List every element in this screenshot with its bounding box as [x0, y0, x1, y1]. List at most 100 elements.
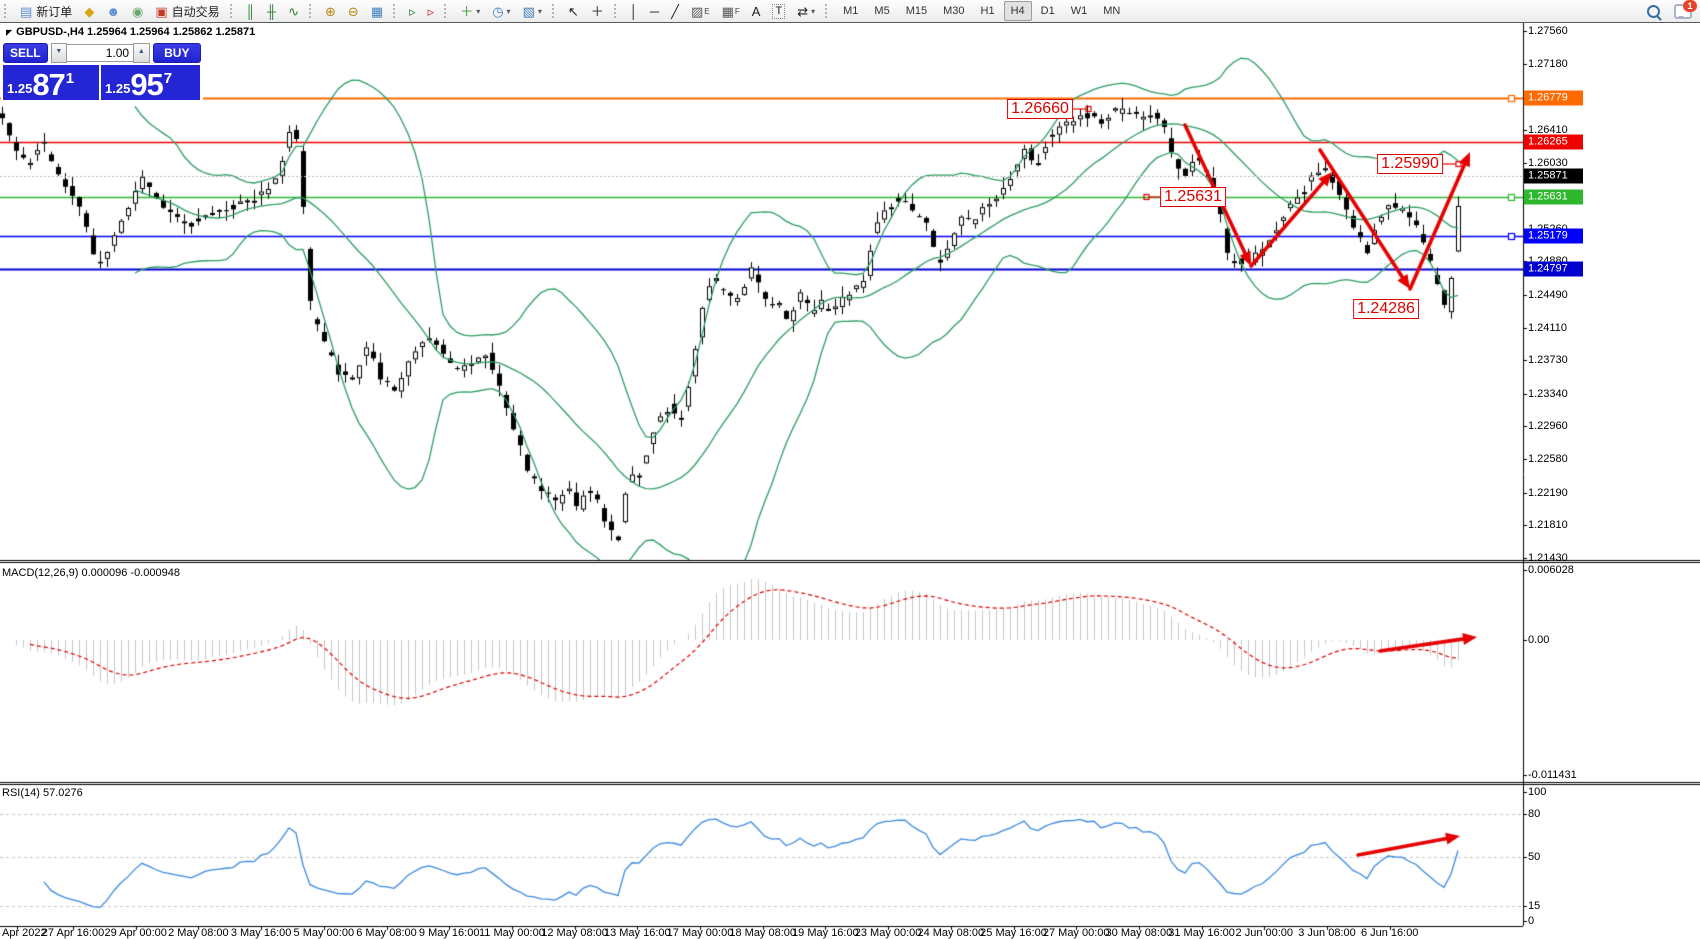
chart-title-icon: ◤	[6, 28, 13, 37]
zoom-out-icon: ⊖	[347, 3, 359, 19]
price-tag: 1.24797	[1524, 261, 1583, 277]
indicators-icon: ＋	[460, 3, 474, 19]
price-annotation[interactable]: 1.24286	[1353, 299, 1419, 319]
time-axis-label: 2 Jun 00:00	[1235, 927, 1294, 939]
time-axis-label: 17 May 00:00	[666, 927, 734, 939]
price-tag: 1.25179	[1524, 228, 1583, 244]
price-axis-label: 1.21430	[1528, 552, 1568, 564]
toolbar-grip	[309, 4, 316, 18]
candlestick-chart-icon[interactable]: ╫	[262, 0, 281, 22]
buy-price[interactable]: 1.25 95 7	[101, 65, 200, 100]
trendline-tool-icon[interactable]: ╱	[666, 0, 684, 22]
cursor-icon[interactable]: ↖	[563, 0, 584, 22]
volume-input[interactable]	[67, 44, 134, 62]
new-order-button[interactable]: ▤ 新订单	[15, 0, 77, 22]
equidistant-channel-icon-sub: E	[704, 6, 710, 16]
autotrade-button-label: 自动交易	[171, 4, 220, 19]
signals-icon: ◉	[132, 3, 144, 19]
price-annotation[interactable]: 1.25631	[1160, 187, 1226, 207]
zoom-out-icon[interactable]: ⊖	[343, 0, 364, 22]
sell-button[interactable]: SELL	[3, 43, 48, 63]
volume-down-button[interactable]: ▼	[50, 43, 68, 63]
macd-axis-label: 0.006028	[1528, 564, 1574, 576]
sell-price[interactable]: 1.25 87 1	[3, 65, 99, 100]
timeframe-m1[interactable]: M1	[843, 5, 859, 17]
toolbar-grip	[551, 4, 559, 18]
timeframe-h4[interactable]: H4	[1003, 1, 1032, 21]
zoom-in-icon: ⊕	[325, 3, 336, 19]
price-tag: 1.26265	[1524, 134, 1583, 150]
chart-shift-icon[interactable]: ▹	[423, 0, 440, 22]
chart-title-text: GBPUSD-,H4 1.25964 1.25964 1.25862 1.258…	[16, 26, 256, 38]
text-tool-icon[interactable]: A	[747, 0, 766, 22]
chart-title: ◤ GBPUSD-,H4 1.25964 1.25964 1.25862 1.25…	[6, 26, 255, 38]
price-axis-label: 1.23340	[1528, 387, 1568, 400]
time-axis-label: 3 May 16:00	[230, 927, 292, 939]
buy-button[interactable]: BUY	[152, 43, 202, 63]
timeframe-w1[interactable]: W1	[1070, 5, 1088, 17]
timeframe-m30[interactable]: M30	[943, 5, 965, 17]
autotrade-button[interactable]: ▣ 自动交易	[150, 0, 224, 22]
price-axis-label: 1.26030	[1528, 156, 1568, 169]
price-axis-label: 1.27560	[1528, 25, 1568, 37]
label-tool-icon[interactable]: T	[767, 0, 790, 22]
bar-chart-icon[interactable]: ║	[241, 0, 260, 22]
timeframe-h1[interactable]: H1	[980, 5, 995, 17]
periods-icon[interactable]: ◷ ▾	[487, 0, 515, 22]
buy-price-figure: 1.25	[105, 81, 131, 96]
timeframe-mn[interactable]: MN	[1103, 5, 1121, 17]
price-axis-label: 1.21810	[1528, 519, 1568, 532]
price-tag: 1.25871	[1524, 168, 1583, 184]
chat-icon[interactable]: 1	[1674, 0, 1697, 19]
rsi-axis-label: 15	[1528, 900, 1541, 912]
new-order-button-label: 新订单	[36, 4, 73, 19]
community-icon: ☻	[106, 3, 120, 19]
timeframe-d1[interactable]: D1	[1040, 5, 1055, 17]
price-axis-label: 1.22960	[1528, 420, 1568, 433]
timeframe-m5[interactable]: M5	[874, 5, 890, 17]
crosshair-icon[interactable]: ＋	[586, 0, 609, 22]
hline-tool-icon[interactable]: ─	[645, 0, 664, 22]
volume-up-button[interactable]: ▲	[133, 43, 150, 63]
time-axis-label: 3 Jun 08:00	[1298, 927, 1356, 939]
shapes-tool-icon[interactable]: ⇄ ▾	[792, 0, 820, 22]
price-annotation[interactable]: 1.26660	[1007, 99, 1073, 119]
auto-scroll-icon[interactable]: ▹	[404, 0, 421, 22]
price-axis-label: 1.22580	[1528, 453, 1568, 466]
indicators-icon[interactable]: ＋ ▾	[455, 0, 485, 22]
time-axis-label: 25 May 16:00	[980, 927, 1047, 939]
time-axis-label: 19 May 16:00	[792, 927, 859, 939]
time-axis-label: 29 Apr 00:00	[104, 927, 167, 939]
sell-price-point: 1	[65, 70, 75, 87]
price-annotation[interactable]: 1.25990	[1377, 154, 1443, 174]
time-axis-label: 11 May 00:00	[478, 927, 545, 939]
community-icon[interactable]: ☻	[101, 0, 125, 22]
search-icon[interactable]	[1647, 4, 1660, 18]
line-chart-icon[interactable]: ∿	[283, 0, 304, 22]
zoom-in-icon[interactable]: ⊕	[320, 0, 341, 22]
crosshair-icon: ＋	[590, 3, 604, 19]
rsi-axis-label: 0	[1528, 915, 1535, 927]
cursor-icon: ↖	[567, 3, 579, 19]
fibonacci-icon: ▦	[721, 3, 734, 19]
buy-price-pips: 95	[130, 67, 163, 102]
timeframe-m15[interactable]: M15	[905, 5, 928, 17]
toolbar-grip	[444, 4, 451, 18]
dropdown-caret-icon: ▾	[476, 6, 481, 16]
templates-icon[interactable]: ▧ ▾	[518, 0, 547, 22]
trendline-tool-icon: ╱	[671, 3, 679, 19]
autotrade-button: ▣	[155, 3, 168, 19]
equidistant-channel-icon[interactable]: ▨ E	[686, 0, 715, 22]
vline-tool-icon[interactable]: │	[625, 0, 643, 22]
tile-windows-icon[interactable]: ▦	[366, 0, 388, 22]
gold-icon[interactable]: ◆	[79, 0, 99, 22]
time-axis-label: 2 May 08:00	[168, 927, 229, 939]
fibonacci-icon[interactable]: ▦ F	[717, 0, 745, 22]
signals-icon[interactable]: ◉	[127, 0, 148, 22]
time-axis-label: 26 Apr 2022	[0, 927, 47, 939]
time-axis-label: 23 May 00:00	[854, 927, 922, 939]
dropdown-caret-icon: ▾	[506, 6, 511, 16]
macd-axis-label: 0.00	[1528, 634, 1550, 646]
